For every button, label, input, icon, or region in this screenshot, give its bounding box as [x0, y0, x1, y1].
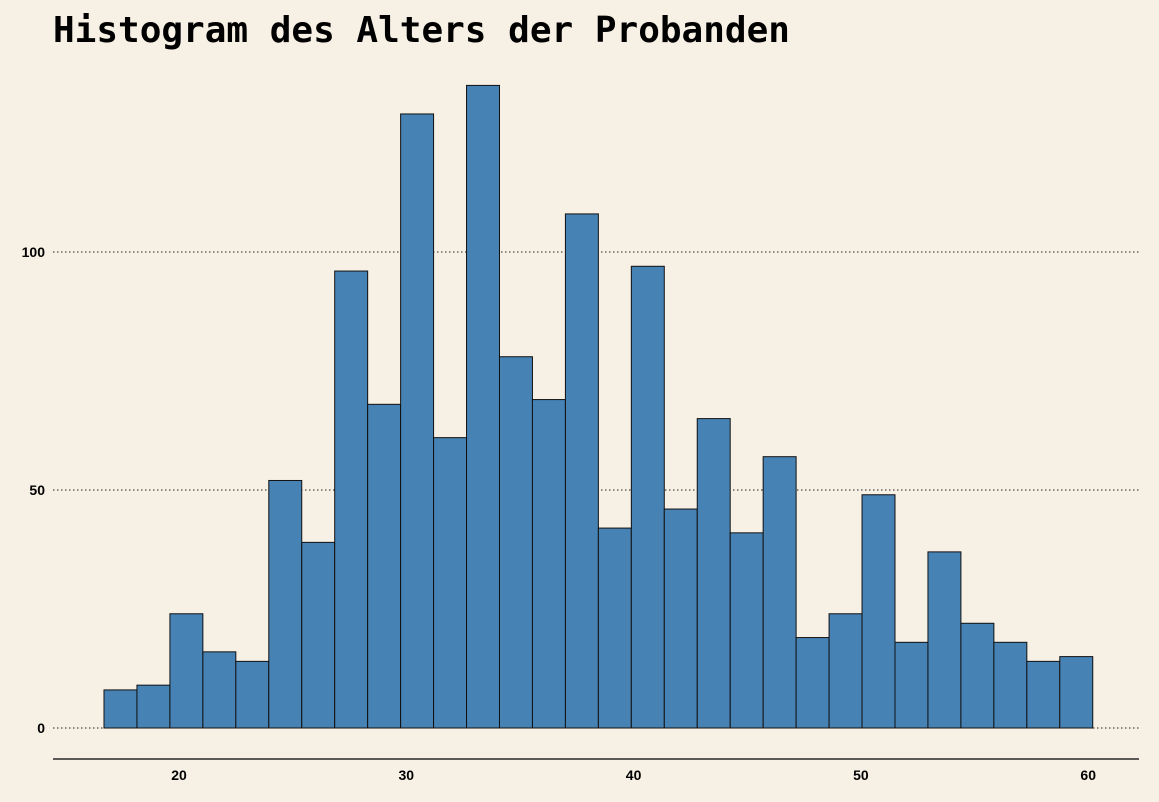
histogram-bar	[828, 613, 863, 729]
histogram-bar	[894, 641, 929, 729]
chart-title: Histogram des Alters der Probanden	[53, 10, 790, 51]
histogram-bar	[861, 494, 896, 729]
histogram-bar	[762, 456, 797, 729]
histogram-bar	[367, 403, 402, 729]
histogram-bars	[103, 84, 1094, 729]
x-tick-label: 50	[853, 767, 869, 783]
histogram-bar	[1059, 656, 1094, 729]
histogram-bar	[301, 541, 336, 729]
histogram-bar	[498, 356, 533, 729]
y-tick-label: 0	[37, 720, 45, 736]
histogram-bar	[663, 508, 698, 729]
histogram-bar	[433, 437, 468, 729]
histogram-bar	[531, 399, 566, 729]
histogram-bar	[268, 479, 303, 729]
histogram-bar	[136, 684, 171, 729]
x-axis-ticks: 20 30 40 50 60	[171, 767, 1096, 783]
histogram-bar	[630, 265, 665, 729]
histogram-bar	[235, 660, 270, 729]
histogram-bar	[103, 689, 138, 729]
x-tick-label: 20	[171, 767, 187, 783]
histogram-bar	[564, 213, 599, 729]
y-tick-label: 50	[29, 482, 45, 498]
histogram-bar	[729, 532, 764, 729]
histogram-bar	[169, 613, 204, 729]
histogram-bar	[795, 637, 830, 729]
histogram-bar	[400, 113, 435, 729]
histogram-bar	[927, 551, 962, 729]
histogram-bar	[696, 418, 731, 729]
y-axis-ticks: 0 50 100	[22, 244, 46, 736]
y-tick-label: 100	[22, 244, 46, 260]
x-tick-label: 40	[626, 767, 642, 783]
histogram-bar	[1026, 660, 1061, 729]
x-tick-label: 60	[1080, 767, 1096, 783]
histogram-bar	[960, 622, 995, 729]
x-tick-label: 30	[399, 767, 415, 783]
histogram-bar	[202, 651, 237, 729]
histogram-bar	[597, 527, 632, 729]
histogram-bar	[466, 84, 500, 729]
histogram-bar	[993, 641, 1028, 729]
histogram-bar	[334, 270, 369, 729]
